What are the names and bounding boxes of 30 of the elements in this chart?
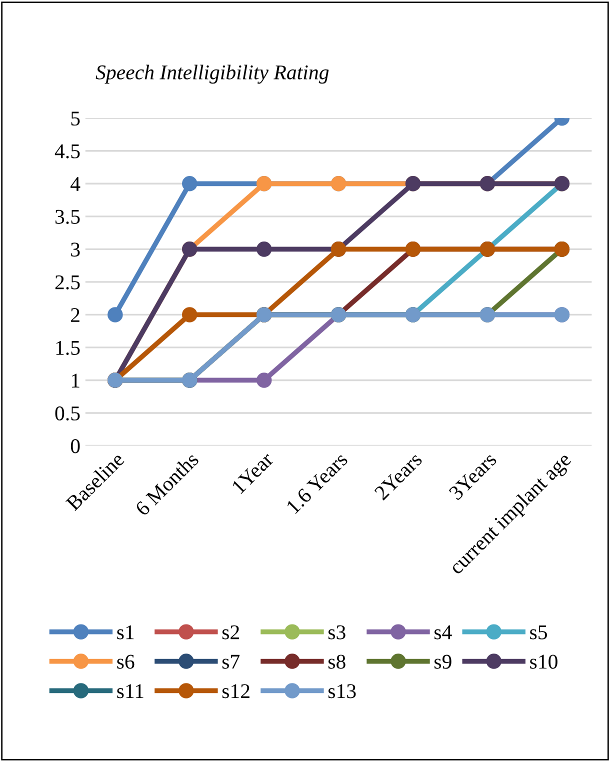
- y-tick-label: 2: [71, 308, 80, 322]
- y-tick-label: 4: [70, 177, 80, 191]
- y-tick-label: 4.5: [54, 144, 80, 158]
- y-tick-label: 5: [71, 112, 80, 126]
- y-tick-label: 2.5: [55, 275, 80, 290]
- legend-label: s10: [530, 654, 558, 669]
- legend-label: s12: [222, 684, 250, 698]
- legend-label: s13: [328, 684, 356, 698]
- legend-label: s8: [328, 654, 346, 669]
- point: [256, 372, 272, 388]
- y-tick-label: 1: [72, 374, 80, 388]
- y-tick-label: 3.5: [55, 210, 80, 224]
- legend-label: s3: [328, 625, 346, 640]
- point: [182, 307, 198, 322]
- y-tick-label: 0: [70, 439, 80, 454]
- y-tick-label: 0.5: [55, 406, 80, 421]
- legend-label: s7: [222, 654, 240, 669]
- y-tick-label: 3: [71, 242, 80, 257]
- point: [108, 307, 123, 322]
- legend-label: s6: [117, 654, 134, 669]
- chart-title: Speech Intelligibility Rating: [96, 64, 329, 84]
- point: [182, 176, 198, 192]
- y-tick-label: 1.5: [56, 340, 80, 355]
- legend-label: s9: [434, 654, 452, 669]
- legend-label: s11: [117, 684, 144, 698]
- legend-label: s1: [117, 625, 134, 640]
- legend-label: s4: [434, 625, 452, 640]
- legend-label: s2: [222, 625, 239, 640]
- legend-label: s5: [530, 625, 547, 640]
- point: [256, 242, 272, 257]
